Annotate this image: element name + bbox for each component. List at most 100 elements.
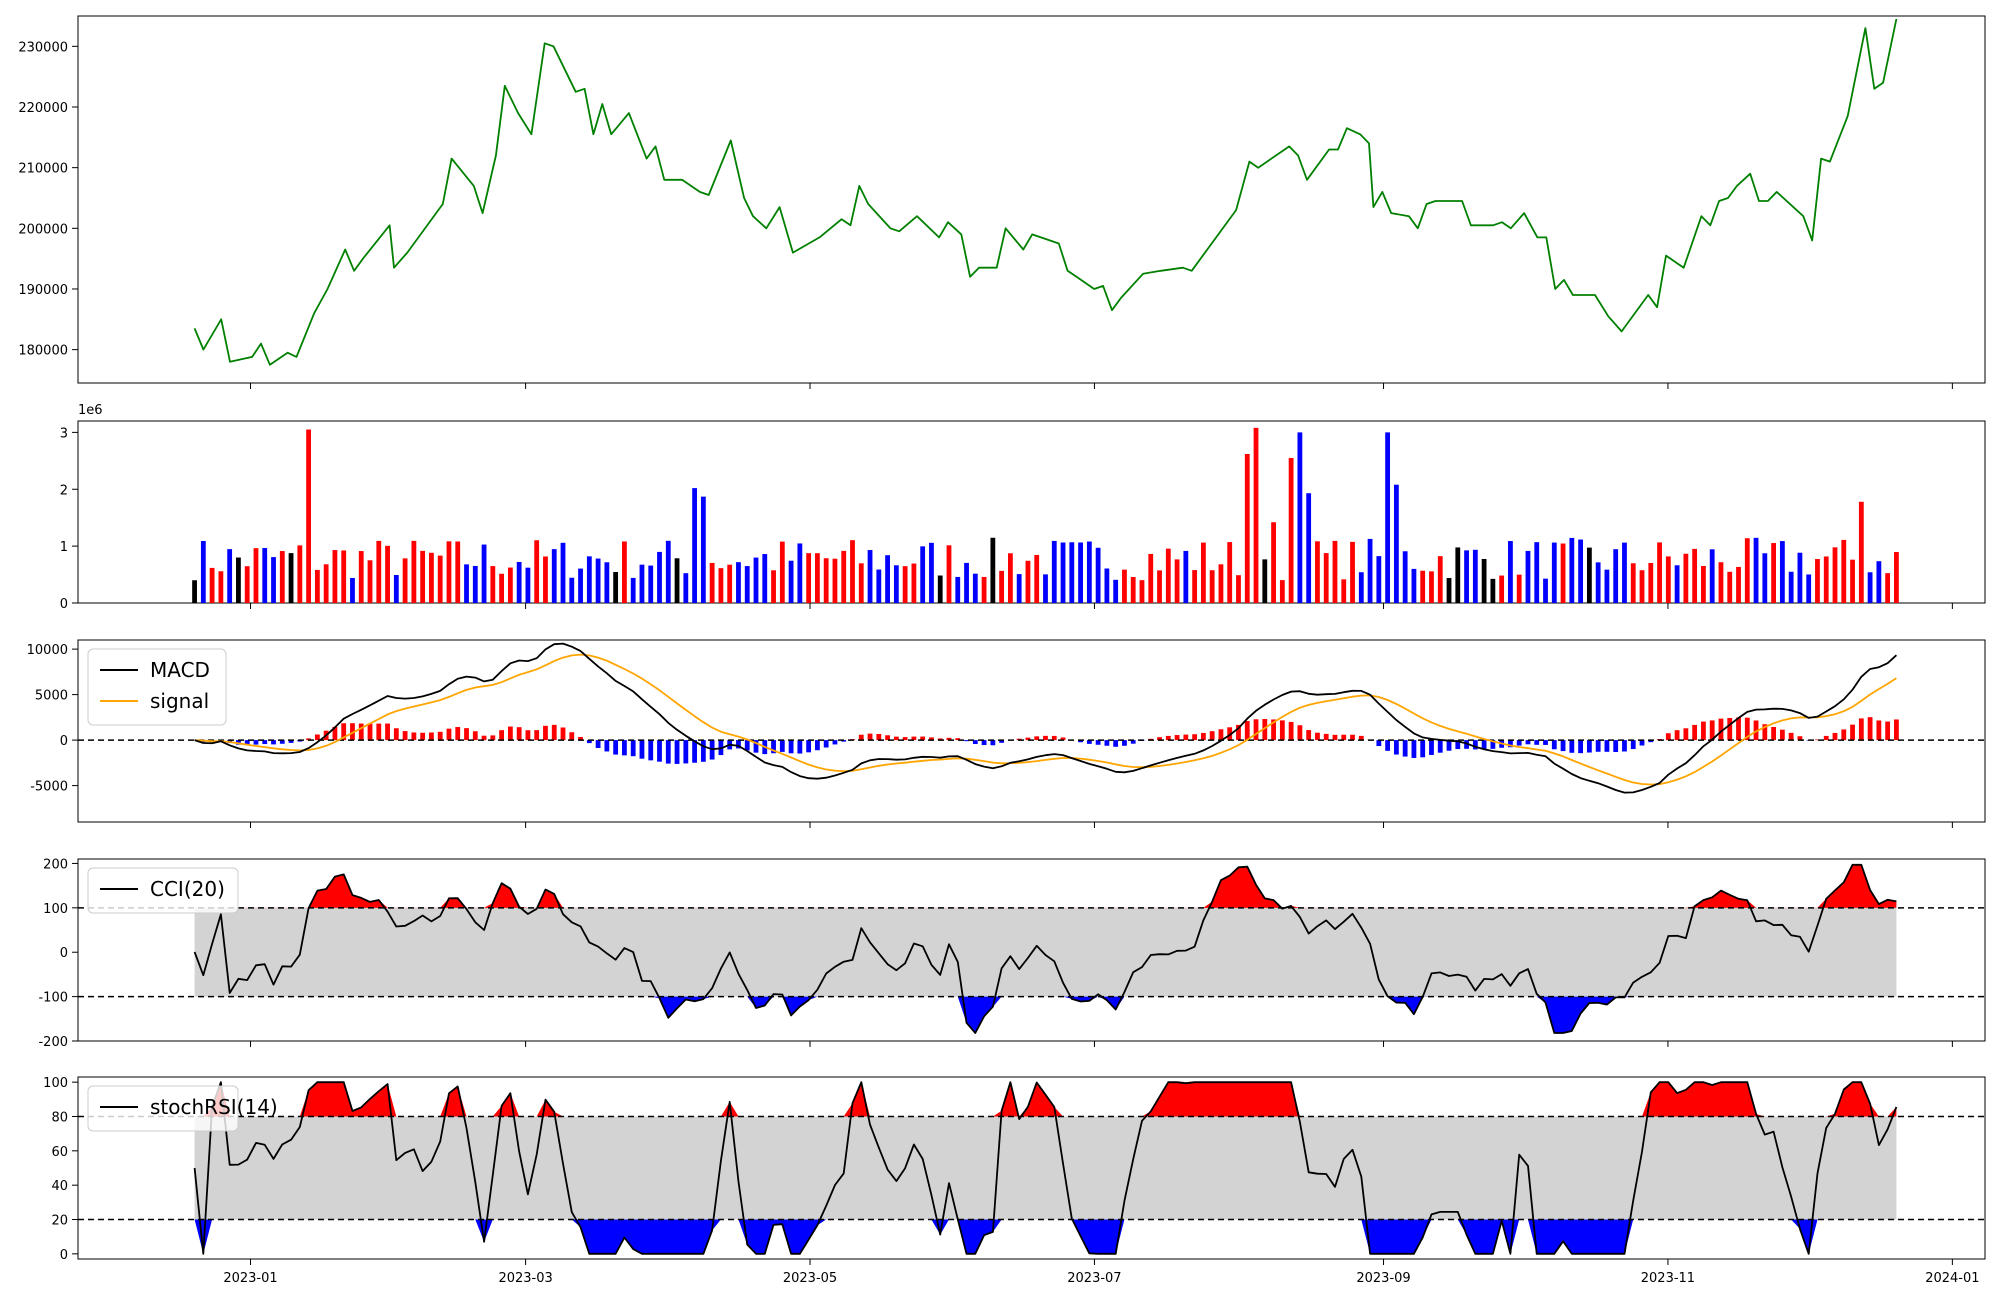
volume-bar xyxy=(1157,570,1162,603)
volume-bar xyxy=(218,571,224,603)
volume-bar xyxy=(200,540,206,603)
volume-bar xyxy=(1604,569,1610,603)
volume-bar xyxy=(236,557,241,603)
macd-histogram-bar xyxy=(972,740,978,745)
volume-bar xyxy=(622,541,627,603)
volume-bar xyxy=(358,551,364,603)
macd-histogram-bar xyxy=(1481,740,1487,750)
macd-histogram-bar xyxy=(1315,732,1320,741)
volume-bar xyxy=(613,572,619,603)
volume-bar xyxy=(1823,556,1829,603)
volume-bar xyxy=(385,545,390,603)
volume-bar xyxy=(779,541,785,603)
volume-bar xyxy=(1411,568,1417,603)
volume-bar xyxy=(1236,575,1241,603)
macd-histogram-bar xyxy=(1613,740,1619,752)
macd-histogram-bar xyxy=(1744,717,1750,741)
volume-bar xyxy=(1788,571,1794,603)
x-tick-label: 2023-01 xyxy=(223,1271,277,1286)
macd-histogram-bar xyxy=(1183,734,1189,741)
macd-histogram-bar xyxy=(1157,737,1162,741)
macd-histogram-bar xyxy=(1393,740,1399,755)
macd-histogram-bar xyxy=(314,734,320,741)
macd-histogram-bar xyxy=(1525,740,1531,745)
volume-bar xyxy=(1051,540,1057,603)
volume-bar xyxy=(893,565,899,603)
volume-bar xyxy=(1332,540,1338,603)
cci-legend-box xyxy=(87,867,239,914)
macd-histogram-bar xyxy=(1051,735,1057,741)
volume-bar xyxy=(999,570,1005,603)
cci-overbought-fill xyxy=(194,864,1897,908)
macd-histogram-bar xyxy=(1674,730,1680,741)
x-tick-label: 2023-05 xyxy=(783,1271,837,1286)
volume-bar xyxy=(1692,548,1698,603)
macd-histogram-bar xyxy=(1753,720,1759,741)
macd-histogram-bar xyxy=(806,740,812,753)
volume-bar xyxy=(1464,550,1469,603)
macd-y-tick-label: -5000 xyxy=(30,780,68,795)
macd-histogram-bar xyxy=(1244,721,1250,741)
volume-bar xyxy=(288,553,294,603)
volume-bar xyxy=(964,562,969,603)
volume-bar xyxy=(1657,542,1662,603)
volume-bar xyxy=(1850,559,1855,603)
stochrsi-legend-label: stochRSI(14) xyxy=(150,1095,278,1119)
macd-histogram-bar xyxy=(683,740,689,764)
volume-bar xyxy=(1113,579,1119,603)
macd-histogram-bar xyxy=(1876,720,1882,741)
macd-histogram-bar xyxy=(1797,736,1803,741)
macd-histogram-bar xyxy=(595,740,601,748)
macd-histogram-bar xyxy=(832,740,838,745)
volume-bar xyxy=(271,557,276,603)
macd-histogram-bar xyxy=(507,726,513,741)
volume-bar xyxy=(806,553,812,603)
macd-histogram-bar xyxy=(1174,735,1180,741)
volume-bar xyxy=(1446,578,1452,603)
volume-bar xyxy=(630,577,636,603)
volume-bar xyxy=(1315,541,1320,603)
volume-bar xyxy=(727,564,733,603)
macd-histogram-bar xyxy=(1472,740,1478,750)
stochrsi-y-tick-label: 60 xyxy=(51,1145,68,1160)
volume-bar xyxy=(1779,541,1785,603)
volume-bar xyxy=(1613,549,1619,603)
volume-bar xyxy=(1104,568,1110,603)
volume-bar xyxy=(429,552,434,603)
macd-histogram-bar xyxy=(1385,740,1391,751)
macd-y-tick-label: 0 xyxy=(60,734,68,749)
macd-histogram-bar xyxy=(1648,740,1654,743)
volume-y-tick-label: 0 xyxy=(60,597,68,612)
macd-histogram-bar xyxy=(499,730,504,741)
volume-bar xyxy=(595,558,601,603)
volume-bar xyxy=(1727,571,1733,603)
volume-bar xyxy=(464,564,469,603)
volume-bar xyxy=(1832,547,1838,603)
macd-histogram-bar xyxy=(586,740,592,744)
stochrsi-y-tick-label: 20 xyxy=(51,1214,68,1229)
macd-histogram-bar xyxy=(964,740,969,742)
macd-histogram-bar xyxy=(1358,735,1364,741)
macd-histogram-bar xyxy=(490,735,496,741)
volume-bar xyxy=(709,562,715,603)
cci-y-tick-label: -100 xyxy=(38,991,68,1006)
macd-histogram-bar xyxy=(1288,721,1294,741)
volume-bar xyxy=(797,543,803,603)
macd-histogram-bar xyxy=(1543,740,1548,745)
macd-histogram-bar xyxy=(1595,740,1601,752)
macd-histogram-bar xyxy=(1218,729,1224,741)
macd-histogram-bar xyxy=(1718,718,1724,741)
volume-bar xyxy=(507,567,513,603)
volume-bar xyxy=(902,566,908,603)
volume-bar xyxy=(1806,574,1812,603)
macd-histogram-bar xyxy=(1639,740,1645,746)
volume-bar xyxy=(1341,579,1347,603)
macd-histogram-bar xyxy=(402,731,408,741)
cci-band xyxy=(194,907,1897,997)
macd-histogram-bar xyxy=(455,727,461,741)
volume-bar xyxy=(850,540,855,603)
stochrsi-line xyxy=(193,1081,1898,1255)
volume-bar xyxy=(1130,577,1136,603)
volume-bar xyxy=(411,540,417,603)
macd-histogram-bar xyxy=(902,737,908,741)
